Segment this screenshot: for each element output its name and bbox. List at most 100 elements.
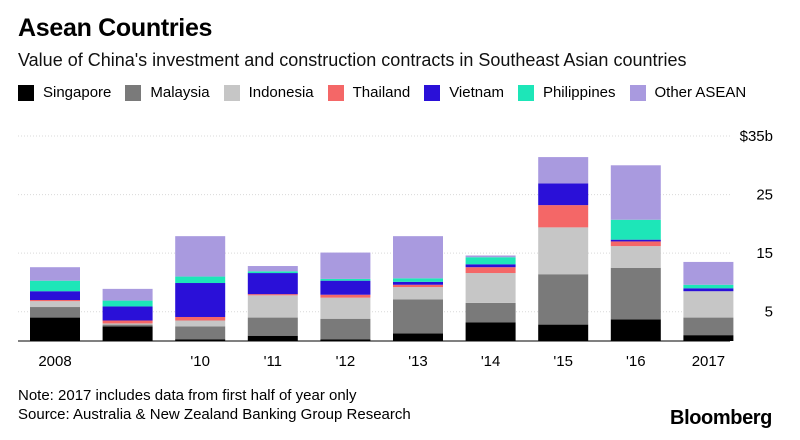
bar-segment-malaysia xyxy=(247,317,298,336)
legend-item: Thailand xyxy=(327,84,411,101)
legend-swatch xyxy=(125,84,142,101)
bar-segment-other-asean xyxy=(683,261,734,285)
bar-segment-singapore xyxy=(610,319,661,341)
bar-segment-other-asean xyxy=(465,255,516,258)
legend-label: Indonesia xyxy=(248,84,314,101)
bar-segment-indonesia xyxy=(393,287,443,300)
bar-segment-singapore xyxy=(320,339,371,341)
bar-segment-singapore xyxy=(538,324,589,341)
bar-segment-indonesia xyxy=(102,323,153,325)
bar-segment-singapore xyxy=(30,317,80,341)
bar-segment-singapore xyxy=(175,339,226,341)
y-tick-label: 5 xyxy=(765,304,773,321)
bar-segment-thailand xyxy=(320,294,371,298)
legend-swatch xyxy=(424,84,441,101)
bar-segment-malaysia xyxy=(465,302,516,323)
x-tick-label: '11 xyxy=(264,353,282,370)
bar-segment-other-asean xyxy=(393,236,443,279)
bar-segment-malaysia xyxy=(30,307,80,318)
bar-segment-philippines xyxy=(683,284,734,289)
footnote-source: Source: Australia & New Zealand Banking … xyxy=(18,406,411,423)
bar-segment-philippines xyxy=(320,278,371,281)
bar-segment-malaysia xyxy=(683,317,734,336)
bar-segment-indonesia xyxy=(175,320,226,327)
bar-segment-other-asean xyxy=(30,267,80,281)
x-tick-label: '14 xyxy=(481,353,501,370)
bar-segment-philippines xyxy=(30,280,80,292)
bar-segment-malaysia xyxy=(393,299,443,334)
legend-label: Thailand xyxy=(352,84,411,101)
bar-segment-philippines xyxy=(247,271,298,274)
legend-label: Vietnam xyxy=(449,84,504,101)
bar-segment-malaysia xyxy=(102,324,153,327)
bar-segment-vietnam xyxy=(247,273,298,295)
bar-segment-philippines xyxy=(393,278,443,282)
y-tick-label: 25 xyxy=(756,187,773,204)
chart-footnote: Note: 2017 includes data from first half… xyxy=(18,386,411,424)
bar-segment-vietnam xyxy=(465,264,516,268)
bar-segment-indonesia xyxy=(465,273,516,303)
legend-item: Other ASEAN xyxy=(629,84,747,101)
bar-segment-indonesia xyxy=(683,291,734,318)
bar-segment-other-asean xyxy=(610,165,661,220)
bar-segment-indonesia xyxy=(610,246,661,268)
bar-segment-singapore xyxy=(683,335,734,341)
chart-legend: Singapore Malaysia Indonesia Thailand Vietna… xyxy=(18,84,760,101)
bar-segment-thailand xyxy=(393,284,443,288)
bar-segment-vietnam xyxy=(538,183,589,206)
x-tick-label: '16 xyxy=(626,353,646,370)
x-tick-label: '13 xyxy=(408,353,428,370)
bar-segment-indonesia xyxy=(320,297,371,319)
x-tick-label: 2008 xyxy=(38,353,71,370)
legend-item: Indonesia xyxy=(223,84,314,101)
chart-title: Asean Countries xyxy=(18,14,213,42)
legend-swatch xyxy=(517,84,534,101)
bar-segment-vietnam xyxy=(393,281,443,285)
bloomberg-logo: Bloomberg xyxy=(670,407,772,429)
footnote-note: Note: 2017 includes data from first half… xyxy=(18,387,357,404)
bar-segment-thailand xyxy=(102,320,153,324)
legend-label: Philippines xyxy=(542,84,616,101)
x-tick-label: 2017 xyxy=(692,353,725,370)
bar-segment-other-asean xyxy=(175,236,226,277)
legend-swatch xyxy=(18,84,34,101)
bar-segment-thailand xyxy=(175,316,226,321)
bar-segment-singapore xyxy=(102,326,153,341)
legend-swatch xyxy=(629,84,646,101)
legend-item: Singapore xyxy=(18,84,111,101)
bar-segment-other-asean xyxy=(320,252,371,279)
bar-segment-other-asean xyxy=(102,288,153,301)
bar-segment-vietnam xyxy=(30,291,80,300)
bar-segment-malaysia xyxy=(175,326,226,340)
legend-label: Other ASEAN xyxy=(654,84,747,101)
bar-segment-thailand xyxy=(30,300,80,302)
bar-segment-singapore xyxy=(465,322,516,341)
bar-segment-philippines xyxy=(175,276,226,284)
y-tick-label: 15 xyxy=(756,245,773,262)
bar-segment-indonesia xyxy=(247,295,298,318)
chart-subtitle: Value of China's investment and construc… xyxy=(18,50,687,70)
y-tick-label: $35b xyxy=(740,128,773,145)
bar-segment-indonesia xyxy=(538,227,589,275)
bar-segment-malaysia xyxy=(610,267,661,320)
bar-segment-other-asean xyxy=(538,157,589,184)
bar-segment-vietnam xyxy=(610,239,661,242)
legend-item: Vietnam xyxy=(424,84,504,101)
bar-segment-thailand xyxy=(538,205,589,228)
bar-segment-vietnam xyxy=(320,280,371,295)
bar-segment-singapore xyxy=(393,333,443,341)
legend-label: Malaysia xyxy=(150,84,210,101)
legend-label: Singapore xyxy=(43,84,112,101)
bar-segment-vietnam xyxy=(102,306,153,321)
x-tick-label: '15 xyxy=(553,353,573,370)
bar-segment-vietnam xyxy=(683,288,734,292)
bar-segment-vietnam xyxy=(175,283,226,317)
bar-segment-philippines xyxy=(610,219,661,240)
legend-swatch xyxy=(223,84,240,101)
bar-segment-philippines xyxy=(465,257,516,265)
legend-item: Malaysia xyxy=(125,84,210,101)
bar-segment-indonesia xyxy=(30,301,80,308)
bar-segment-thailand xyxy=(610,241,661,247)
x-tick-label: '12 xyxy=(336,353,356,370)
